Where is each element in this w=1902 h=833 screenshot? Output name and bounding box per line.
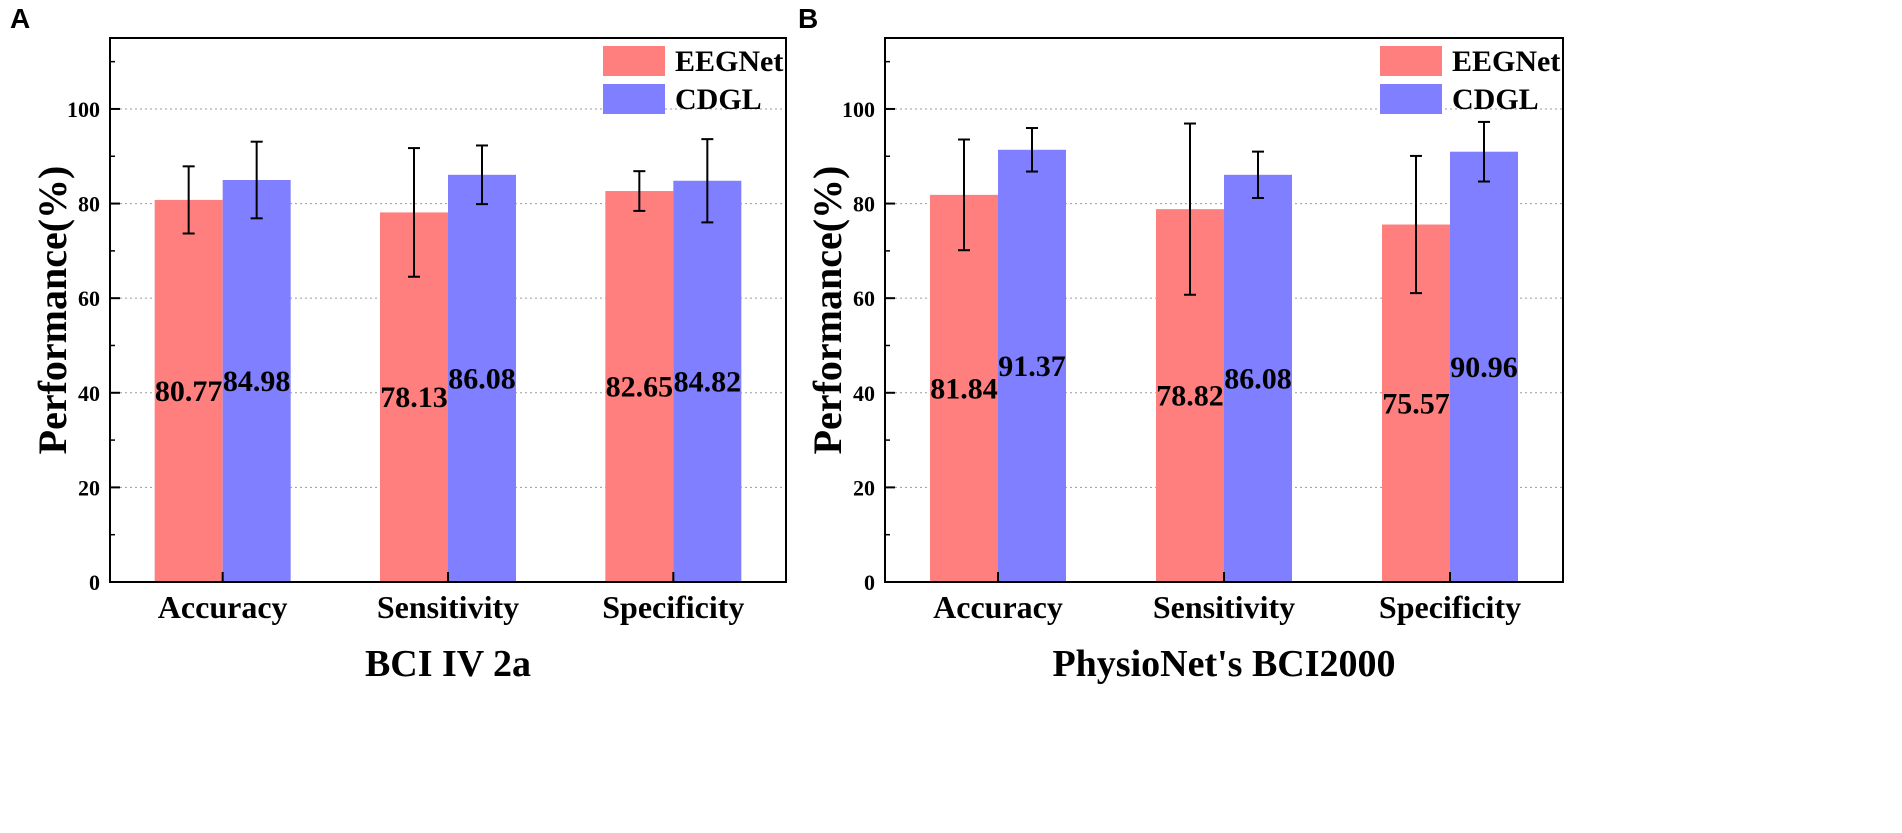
y-tick-label: 0 <box>89 570 100 595</box>
bar-cdgl-sensitivity <box>448 174 516 582</box>
y-tick-label: 0 <box>864 570 875 595</box>
panel-b-chart: B 0 20 40 60 80 100 Accuracy Sensitivity Specific… <box>798 3 1564 685</box>
data-label: 91.37 <box>998 350 1066 383</box>
data-label: 81.84 <box>930 372 998 405</box>
bar-cdgl-accuracy <box>222 180 291 583</box>
data-label: 84.98 <box>223 365 291 398</box>
bar-eegnet-accuracy <box>154 199 223 582</box>
panel-a-chart: A 0 20 40 60 80 100 Accuracy Sensitivity Specific… <box>10 3 787 685</box>
data-label: 78.82 <box>1156 380 1224 413</box>
y-axis-title: Performance(%) <box>30 166 75 455</box>
data-label: 90.96 <box>1450 351 1518 384</box>
y-tick-label: 20 <box>853 475 875 500</box>
bar-eegnet-specificity <box>605 191 674 582</box>
y-tick-label: 60 <box>78 286 100 311</box>
x-tick-label: Accuracy <box>933 589 1063 625</box>
data-label: 84.82 <box>674 365 742 398</box>
legend-swatch-eegnet <box>603 46 665 76</box>
legend-label-eegnet: EEGNet <box>1452 45 1560 78</box>
y-tick-label: 40 <box>78 381 100 406</box>
y-tick-label: 40 <box>853 381 875 406</box>
bar-eegnet-accuracy <box>930 194 998 583</box>
plot-frame <box>884 37 1564 583</box>
x-tick-label: Accuracy <box>158 589 288 625</box>
legend-swatch-cdgl <box>1380 84 1442 114</box>
plot-frame <box>109 37 787 583</box>
bar-cdgl-specificity <box>1450 151 1518 582</box>
x-tick-label: Sensitivity <box>1153 589 1295 625</box>
panel-letter: A <box>10 3 30 34</box>
y-tick-label: 20 <box>78 475 100 500</box>
bar-cdgl-accuracy <box>998 149 1066 583</box>
y-axis-title: Performance(%) <box>805 166 850 455</box>
y-tick-label: 80 <box>78 192 100 217</box>
legend-swatch-cdgl <box>603 84 665 114</box>
y-tick-label: 100 <box>67 97 100 122</box>
bar-cdgl-specificity <box>673 180 742 582</box>
data-label: 80.77 <box>155 375 223 408</box>
bar-cdgl-sensitivity <box>1224 174 1292 582</box>
x-tick-label: Specificity <box>1379 589 1521 625</box>
data-label: 86.08 <box>448 362 516 395</box>
y-tick-label: 100 <box>842 97 875 122</box>
x-tick-label: Specificity <box>602 589 744 625</box>
data-label: 82.65 <box>606 371 674 404</box>
legend-label-cdgl: CDGL <box>675 83 762 116</box>
x-axis-title: PhysioNet's BCI2000 <box>1052 643 1395 685</box>
data-label: 86.08 <box>1224 362 1292 395</box>
legend-label-cdgl: CDGL <box>1452 83 1539 116</box>
legend-label-eegnet: EEGNet <box>675 45 783 78</box>
y-tick-label: 80 <box>853 192 875 217</box>
panel-letter: B <box>798 3 818 34</box>
data-label: 78.13 <box>380 381 448 414</box>
data-label: 75.57 <box>1382 387 1450 420</box>
legend-swatch-eegnet <box>1380 46 1442 76</box>
y-tick-label: 60 <box>853 286 875 311</box>
x-tick-label: Sensitivity <box>377 589 519 625</box>
x-axis-title: BCI IV 2a <box>365 643 531 685</box>
